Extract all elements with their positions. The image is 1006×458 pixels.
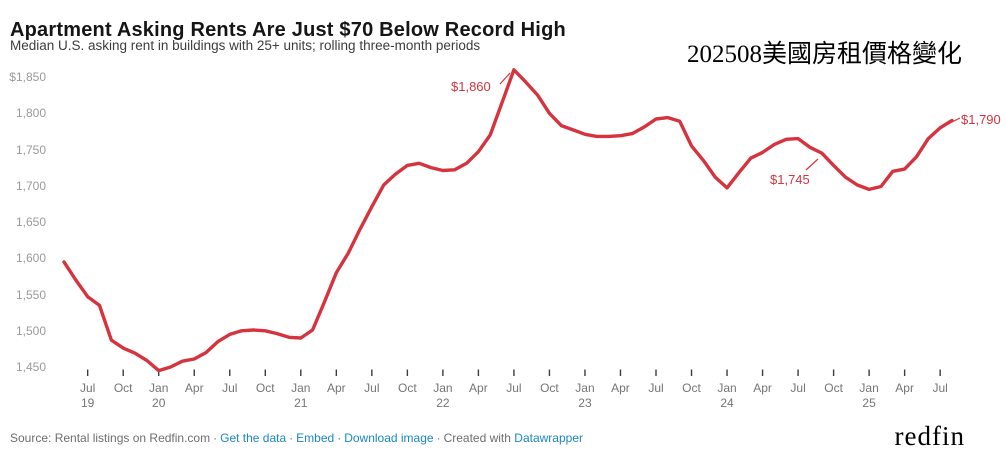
x-axis-year-label: 19: [80, 396, 95, 410]
x-axis-label: Apr: [469, 381, 488, 395]
embed-link[interactable]: Embed: [296, 431, 335, 445]
x-axis-label: Jul: [506, 381, 522, 395]
chart-subtitle: Median U.S. asking rent in buildings wit…: [10, 38, 481, 53]
y-axis-label: 1,750: [15, 142, 46, 157]
annotation-connector-line: [951, 117, 961, 123]
x-axis-label: Jul: [648, 381, 664, 395]
datawrapper-link[interactable]: Datawrapper: [514, 431, 583, 445]
x-axis-label: Jul: [222, 381, 238, 395]
x-axis-label: Oct: [255, 381, 275, 395]
value-annotation: $1,860: [451, 79, 491, 94]
download-image-link[interactable]: Download image: [344, 431, 434, 445]
annotation-connector-line: [805, 158, 819, 171]
separator: ·: [213, 431, 218, 445]
overlay-annotation-cjk: 202508美國房租價格變化: [686, 41, 962, 68]
separator: ·: [337, 431, 342, 445]
separator: ·: [436, 431, 441, 445]
x-axis-year-label: 20: [152, 396, 166, 410]
x-axis-label: Oct: [540, 381, 559, 395]
y-axis-label: 1,800: [15, 106, 46, 121]
x-axis-year-label: 23: [578, 396, 592, 410]
x-axis-label: Jan: [433, 381, 453, 395]
x-axis-year-label: 22: [436, 396, 450, 410]
created-with-text: Created with: [443, 431, 511, 445]
y-axis-label: 1,600: [15, 251, 46, 266]
redfin-logo: redfin: [894, 421, 965, 451]
x-axis-label: Jul: [790, 381, 806, 395]
y-axis-label: 1,700: [15, 178, 46, 193]
x-axis-label: Apr: [326, 381, 346, 395]
x-axis-label: Jul: [80, 381, 96, 395]
y-axis-label: 1,500: [15, 323, 46, 338]
rent-line-series: [62, 68, 954, 373]
x-axis-label: Oct: [824, 381, 843, 395]
x-axis-year-label: 24: [720, 396, 734, 410]
x-axis-label: Jan: [575, 381, 595, 395]
x-axis-year-label: 25: [862, 396, 876, 410]
x-axis-label: Jan: [149, 381, 169, 395]
x-axis-year-label: 21: [294, 396, 308, 410]
x-axis-label: Jan: [291, 381, 311, 395]
y-axis-label: $1,850: [9, 70, 46, 84]
y-axis-label: 1,650: [15, 215, 46, 229]
source-text: Source: Rental listings on Redfin.com: [10, 431, 211, 445]
value-annotation: $1,745: [770, 172, 810, 187]
x-axis-label: Jan: [717, 381, 737, 395]
x-axis-label: Apr: [184, 381, 204, 395]
x-axis-label: Apr: [611, 381, 630, 395]
y-axis-label: 1,550: [15, 287, 46, 302]
separator: ·: [289, 431, 294, 445]
get-the-data-link[interactable]: Get the data: [220, 431, 287, 445]
annotation-connector-line: [499, 72, 511, 85]
y-axis-label: 1,450: [15, 360, 46, 374]
x-axis-label: Apr: [753, 381, 772, 395]
x-axis-label: Jan: [859, 381, 879, 395]
x-axis-label: Jul: [364, 381, 380, 395]
x-axis-label: Oct: [682, 381, 701, 395]
value-annotation: $1,790: [961, 112, 1001, 127]
footer: Source: Rental listings on Redfin.com · Ge…: [10, 431, 583, 445]
x-axis-label: Apr: [895, 381, 914, 395]
x-axis-label: Jul: [932, 381, 948, 395]
x-axis-label: Oct: [398, 381, 417, 395]
chart-title: Apartment Asking Rents Are Just $70 Belo…: [10, 19, 566, 42]
x-axis-label: Oct: [113, 381, 133, 395]
